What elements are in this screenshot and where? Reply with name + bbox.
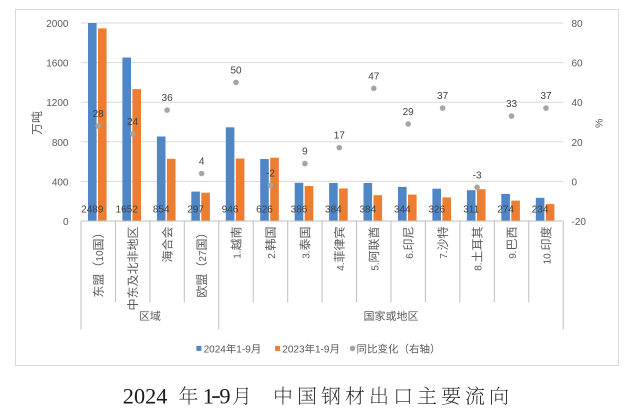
svg-text:326: 326 — [428, 204, 445, 215]
svg-text:384: 384 — [325, 204, 342, 215]
svg-text:2023: 2023 — [282, 345, 305, 356]
svg-text:946: 946 — [222, 204, 239, 215]
svg-text:24: 24 — [127, 117, 139, 128]
svg-text:50: 50 — [230, 65, 242, 76]
svg-text:47: 47 — [368, 71, 380, 82]
svg-text:2024: 2024 — [123, 383, 168, 408]
svg-text:-2: -2 — [266, 168, 275, 179]
svg-text:9: 9 — [302, 147, 308, 158]
svg-text:8.: 8. — [474, 262, 485, 270]
svg-text:9.: 9. — [508, 250, 519, 258]
svg-text:17: 17 — [334, 131, 346, 142]
svg-text:2000: 2000 — [46, 19, 69, 30]
svg-text:-3: -3 — [473, 170, 482, 181]
svg-text:10.: 10. — [543, 250, 554, 264]
svg-text:33: 33 — [506, 99, 518, 110]
svg-text:854: 854 — [153, 204, 170, 215]
svg-text:2489: 2489 — [81, 204, 104, 215]
svg-text:311: 311 — [463, 204, 479, 215]
svg-text:9: 9 — [219, 383, 230, 408]
svg-text:386: 386 — [291, 204, 308, 215]
svg-text:234: 234 — [532, 204, 549, 215]
svg-text:297: 297 — [187, 204, 204, 215]
svg-text:37: 37 — [437, 91, 449, 102]
svg-text:60: 60 — [572, 59, 584, 70]
svg-text:1: 1 — [203, 383, 214, 408]
svg-text:%: % — [594, 119, 606, 128]
svg-text:1600: 1600 — [46, 59, 69, 70]
svg-text:20: 20 — [572, 138, 584, 149]
svg-text:400: 400 — [52, 177, 69, 188]
svg-text:800: 800 — [52, 138, 69, 149]
svg-text:7.: 7. — [439, 250, 450, 258]
svg-text:6.: 6. — [405, 250, 416, 258]
svg-text:36: 36 — [162, 93, 174, 104]
svg-text:626: 626 — [256, 204, 273, 215]
svg-text:0: 0 — [572, 177, 578, 188]
svg-text:1-9: 1-9 — [315, 345, 330, 356]
svg-text:-20: -20 — [572, 217, 587, 228]
svg-text:10: 10 — [95, 250, 106, 262]
svg-text:28: 28 — [93, 109, 105, 120]
svg-text:5.: 5. — [370, 262, 381, 270]
svg-text:37: 37 — [540, 91, 552, 102]
svg-text:1-9: 1-9 — [236, 345, 251, 356]
svg-text:40: 40 — [572, 98, 584, 109]
svg-text:1.: 1. — [233, 250, 244, 258]
svg-text:1652: 1652 — [116, 204, 139, 215]
svg-text:344: 344 — [394, 204, 411, 215]
svg-text:2024: 2024 — [204, 345, 227, 356]
svg-text:3.: 3. — [301, 250, 312, 258]
svg-text:80: 80 — [572, 19, 584, 30]
svg-text:4: 4 — [199, 157, 205, 168]
svg-text:1200: 1200 — [46, 98, 69, 109]
svg-text:384: 384 — [359, 204, 376, 215]
svg-text:4.: 4. — [336, 262, 347, 270]
svg-text:2.: 2. — [267, 250, 278, 258]
svg-text:27: 27 — [198, 250, 209, 262]
svg-text:274: 274 — [497, 204, 514, 215]
svg-text:29: 29 — [403, 107, 415, 118]
svg-text:0: 0 — [63, 217, 69, 228]
